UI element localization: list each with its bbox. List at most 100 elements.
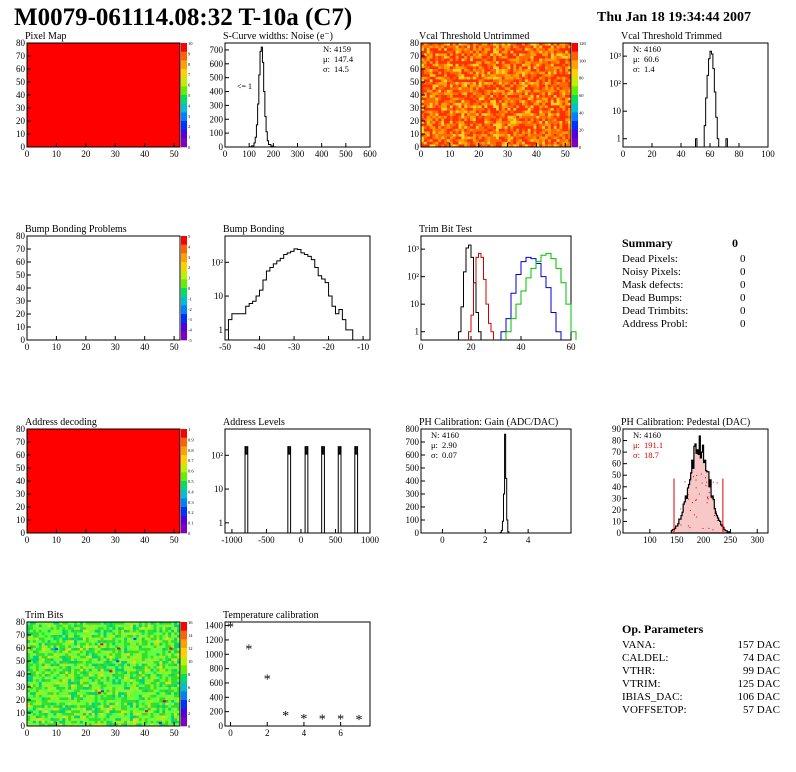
- heatmap-cell: [513, 105, 517, 109]
- heatmap-cell: [441, 50, 445, 54]
- heatmap-cell: [97, 629, 101, 633]
- heatmap-cell: [421, 87, 425, 91]
- heatmap-cell: [493, 126, 497, 130]
- heatmap-cell: [77, 624, 81, 628]
- heatmap-cell: [59, 668, 63, 672]
- heatmap-cell: [141, 692, 145, 696]
- heatmap-cell: [496, 121, 500, 124]
- heatmap-cell: [74, 648, 78, 651]
- heatmap-cell: [132, 668, 137, 672]
- heatmap-cell: [478, 95, 482, 98]
- heatmap-cell: [438, 97, 442, 101]
- heatmap-cell: [452, 89, 456, 93]
- heatmap-cell: [524, 56, 529, 59]
- heatmap-cell: [449, 45, 454, 49]
- heatmap-cell: [177, 637, 181, 641]
- heatmap-cell: [171, 648, 175, 651]
- heatmap-cell: [435, 139, 439, 143]
- heatmap-cell: [27, 723, 31, 727]
- heatmap-cell: [432, 53, 436, 57]
- heatmap-cell: [553, 113, 557, 117]
- heatmap-cell: [50, 637, 54, 641]
- heatmap-cell: [27, 642, 31, 646]
- heatmap-cell: [68, 666, 72, 670]
- heatmap-cell: [542, 102, 546, 106]
- heatmap-cell: [455, 79, 459, 83]
- scatter-point: *: [337, 713, 344, 728]
- heatmap-cell: [44, 671, 48, 675]
- heatmap-cell: [516, 121, 520, 124]
- heatmap-cell: [458, 84, 462, 88]
- heatmap-cell: [77, 627, 81, 631]
- heatmap-cell: [100, 720, 104, 724]
- heatmap-cell: [32, 640, 37, 644]
- heatmap-cell: [168, 627, 172, 631]
- heatmap-cell: [481, 134, 485, 137]
- heatmap-cell: [516, 144, 520, 148]
- heatmap-cell: [65, 658, 69, 662]
- heatmap-cell: [62, 655, 66, 659]
- heatmap-cell: [438, 79, 442, 83]
- heatmap-cell: [135, 645, 140, 649]
- heatmap-cell: [547, 66, 552, 70]
- heatmap-cell: [524, 92, 529, 96]
- heatmap-cell: [441, 79, 445, 83]
- heatmap-cell: [44, 707, 48, 711]
- x-tick-label: -10: [357, 342, 369, 352]
- histogram-line: [499, 433, 510, 534]
- heatmap-cell: [547, 110, 552, 114]
- heatmap-cell: [47, 642, 51, 646]
- heatmap-cell: [109, 723, 113, 727]
- x-tick-label: 50: [170, 149, 180, 159]
- heatmap-cell: [553, 69, 557, 72]
- heatmap-cell: [103, 705, 107, 709]
- heatmap-cell: [510, 43, 514, 46]
- chart-title: Address Levels: [223, 417, 285, 428]
- heatmap-cell: [121, 710, 125, 714]
- heatmap-cell: [432, 108, 436, 111]
- heatmap-cell: [452, 76, 456, 80]
- heatmap-cell: [47, 676, 51, 680]
- heatmap-cell: [481, 45, 485, 49]
- heatmap-cell: [74, 681, 78, 685]
- heatmap-cell: [147, 676, 151, 680]
- heatmap-cell: [68, 697, 72, 701]
- heatmap-cell: [150, 668, 154, 672]
- heatmap-cell: [444, 97, 448, 101]
- heatmap-cell: [129, 648, 134, 651]
- heatmap-cell: [171, 684, 175, 688]
- heatmap-cell: [504, 74, 508, 78]
- heatmap-cell: [165, 697, 169, 701]
- heatmap-cell: [94, 697, 98, 701]
- heatmap-cell: [426, 102, 430, 106]
- heatmap-cell: [530, 87, 534, 91]
- heatmap-cell: [174, 718, 178, 722]
- heatmap-cell: [519, 82, 523, 85]
- heatmap-cell: [147, 674, 151, 677]
- heatmap-cell: [94, 718, 98, 722]
- pedestal-dot: [695, 499, 697, 501]
- heatmap-cell: [487, 50, 491, 54]
- heatmap-cell: [109, 687, 113, 690]
- heatmap-cell: [94, 627, 98, 631]
- heatmap-cell: [91, 629, 95, 633]
- heatmap-cell: [97, 642, 101, 646]
- heatmap-cell: [94, 666, 98, 670]
- heatmap-cell: [490, 82, 494, 85]
- heatmap-cell: [38, 666, 43, 670]
- y-tick-label: 400: [406, 476, 420, 486]
- heatmap-cell: [103, 671, 107, 675]
- heatmap-cell: [127, 629, 131, 633]
- chart-annotation: <= 1: [237, 82, 252, 91]
- heatmap-cell: [85, 648, 90, 651]
- heatmap-cell: [71, 640, 75, 644]
- heatmap-cell: [533, 102, 537, 106]
- heatmap-cell: [562, 95, 566, 98]
- heatmap-cell: [141, 655, 145, 659]
- heatmap-cell: [504, 113, 508, 117]
- heatmap-cell: [441, 66, 445, 70]
- heatmap-cell: [487, 79, 491, 83]
- x-tick-label: 500: [329, 535, 343, 545]
- heatmap-cell: [487, 126, 491, 130]
- heatmap-cell: [530, 100, 534, 104]
